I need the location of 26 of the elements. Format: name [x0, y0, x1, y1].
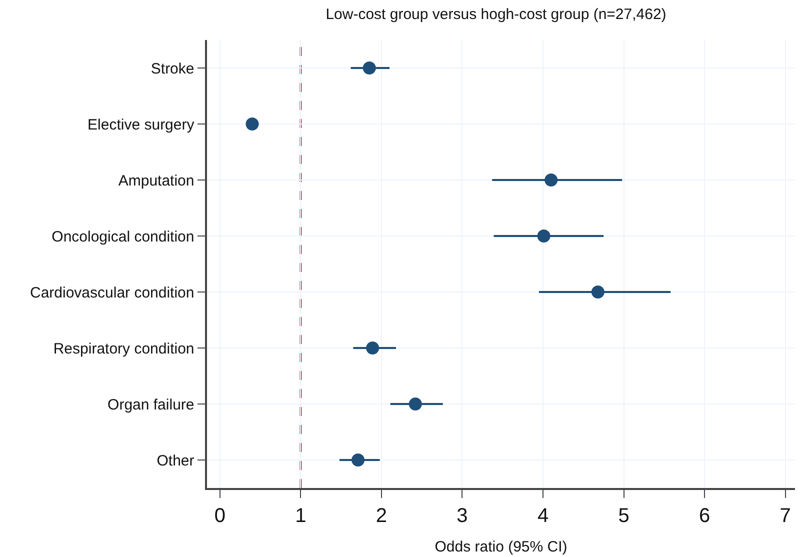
- y-tick-label: Organ failure: [108, 396, 194, 414]
- x-tick-label: 5: [618, 504, 630, 527]
- point: [591, 286, 604, 298]
- y-tick-label: Oncological condition: [52, 228, 194, 246]
- x-tick-label: 3: [456, 504, 468, 527]
- x-tick-label: 4: [537, 504, 549, 527]
- x-axis-title: Odds ratio (95% CI): [434, 538, 568, 556]
- point: [246, 118, 259, 130]
- y-tick-label: Respiratory condition: [53, 340, 194, 358]
- y-tick-label: Cardiovascular condition: [30, 284, 194, 302]
- x-tick-label: 7: [780, 504, 791, 527]
- y-tick-label: Other: [156, 452, 194, 470]
- point: [352, 454, 365, 466]
- x-tick-label: 6: [698, 504, 710, 527]
- point: [366, 342, 380, 354]
- y-tick-label: Elective surgery: [88, 116, 195, 134]
- x-tick-label: 1: [295, 504, 306, 527]
- point: [362, 62, 376, 74]
- x-tick-label: 0: [214, 504, 226, 527]
- point: [408, 398, 422, 410]
- y-tick-label: Stroke: [150, 60, 194, 78]
- point: [544, 174, 558, 186]
- y-tick-label: Amputation: [118, 172, 194, 190]
- point: [537, 230, 550, 242]
- chart-title: Low-cost group versus hogh-cost group (n=27,462): [326, 6, 666, 23]
- x-tick-label: 2: [376, 504, 388, 527]
